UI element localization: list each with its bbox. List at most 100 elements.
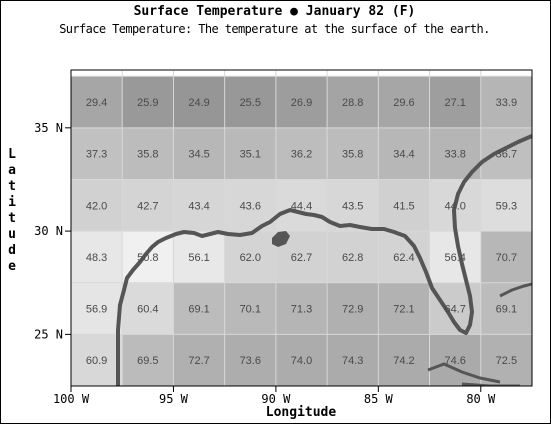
x-tick-label: 90 W: [261, 392, 291, 406]
y-axis-title-letter: e: [8, 259, 16, 274]
x-axis-ticks: 100 W 95 W 90 W 85 W 80 W: [53, 386, 496, 406]
heatmap-cell: [224, 231, 276, 283]
heatmap-cell: [71, 334, 123, 386]
x-tick-label: 85 W: [364, 392, 394, 406]
cell-value-label: 70.7: [496, 252, 517, 264]
heatmap-cell: [378, 179, 430, 232]
cell-value-label: 72.7: [188, 355, 209, 367]
cell-value-label: 72.9: [342, 304, 363, 316]
cell-value-label: 72.1: [393, 304, 414, 316]
heatmap-cell: [224, 282, 276, 335]
cell-value-label: 43.4: [188, 200, 209, 212]
heatmap-cell: [122, 179, 174, 232]
cell-value-label: 74.0: [291, 355, 312, 367]
y-axis-ticks: 35 N 30 N 25 N: [34, 121, 71, 341]
heatmap-cell: [122, 282, 174, 335]
cell-value-label: 48.3: [86, 252, 107, 264]
coastline-map: [116, 134, 532, 386]
cell-value-label: 73.6: [240, 355, 261, 367]
cell-value-label: 25.5: [240, 97, 261, 109]
x-axis-title: Longitude: [266, 405, 337, 420]
heatmap-cell: [224, 76, 276, 128]
heatmap-cell: [122, 334, 174, 386]
y-axis-title-letter: t: [8, 211, 16, 226]
cell-value-label: 35.8: [342, 149, 363, 161]
x-tick-label: 80 W: [466, 392, 496, 406]
y-axis-title-letter: a: [8, 163, 16, 178]
cell-value-label: 69.1: [496, 304, 517, 316]
heatmap-cell: [480, 179, 532, 232]
x-tick-label: 95 W: [159, 392, 189, 406]
cell-value-label: 37.3: [86, 149, 107, 161]
cell-value-label: 29.4: [86, 97, 107, 109]
heatmap-cell: [275, 179, 328, 232]
heatmap-cell: [327, 127, 379, 180]
cell-value-label: 41.5: [393, 200, 414, 212]
heatmap-cell: [71, 127, 123, 180]
heatmap-cell: [480, 76, 532, 128]
heatmap-cell: [480, 231, 532, 283]
y-axis-title-letter: t: [8, 179, 16, 194]
cell-value-label: 69.1: [188, 304, 209, 316]
cell-value-label: 29.6: [393, 97, 414, 109]
y-axis-title-letter: d: [8, 243, 16, 258]
heatmap-cell: [275, 76, 328, 128]
cell-value-label: 56.1: [188, 252, 209, 264]
heatmap-cell: [275, 334, 328, 386]
heatmap-cell: [71, 231, 123, 283]
heatmap-cell: [122, 127, 174, 180]
heatmap-cell: [71, 282, 123, 335]
cell-value-label: 64.7: [444, 304, 465, 316]
heatmap-cell: [173, 127, 225, 180]
cell-value-label: 34.4: [393, 149, 414, 161]
chart-subtitle: Surface Temperature: The temperature at …: [59, 22, 490, 36]
y-axis-title-letter: u: [8, 227, 16, 242]
cell-value-label: 50.8: [137, 252, 158, 264]
heatmap-cell: [173, 76, 225, 128]
cell-value-label: 34.5: [188, 149, 209, 161]
cell-value-label: 33.8: [444, 149, 465, 161]
mississippi-delta: [272, 231, 290, 247]
cell-value-labels: 29.4 25.9 24.9 25.5 26.9 28.8 29.6 27.1 33.9 37.3…: [86, 97, 517, 367]
chart-title: Surface Temperature ● January 82 (F): [133, 4, 416, 19]
heatmap-cell: [378, 282, 430, 335]
cell-value-label: 74.3: [342, 355, 363, 367]
cell-value-label: 72.5: [496, 355, 517, 367]
cell-value-label: 42.7: [137, 200, 158, 212]
cell-value-label: 44.0: [444, 200, 465, 212]
heatmap-cell: [429, 334, 481, 386]
plot-border: [70, 69, 533, 387]
heatmap-cell: [378, 334, 430, 386]
heatmap-cell: [71, 76, 123, 128]
x-tick-label: 100 W: [53, 392, 90, 406]
cell-value-label: 74.2: [393, 355, 414, 367]
heatmap-cell: [378, 76, 430, 128]
cell-value-label: 25.9: [137, 97, 158, 109]
heatmap-cell: [327, 231, 379, 283]
heatmap-cell: [173, 231, 225, 283]
heatmap-cell: [173, 282, 225, 335]
cell-value-label: 26.9: [291, 97, 312, 109]
cell-value-label: 24.9: [188, 97, 209, 109]
y-axis-title-letter: i: [8, 195, 16, 210]
heatmap-cell: [480, 127, 532, 180]
heatmap-cell: [173, 334, 225, 386]
cell-value-label: 36.7: [496, 149, 517, 161]
heatmap-cell: [173, 179, 225, 232]
cell-value-label: 35.1: [240, 149, 261, 161]
cell-value-label: 70.1: [240, 304, 261, 316]
y-tick-label: 35 N: [34, 121, 63, 135]
cell-value-label: 56.4: [444, 252, 465, 264]
cell-value-label: 42.0: [86, 200, 107, 212]
y-axis-title-letter: L: [8, 147, 16, 162]
heatmap-cell: [224, 334, 276, 386]
cell-value-label: 43.6: [240, 200, 261, 212]
cell-value-label: 62.0: [240, 252, 261, 264]
heatmap-cell: [71, 179, 123, 232]
heatmap-cell: [275, 282, 328, 335]
heatmap-cell: [275, 127, 328, 180]
cell-value-label: 27.1: [444, 97, 465, 109]
cell-value-label: 33.9: [496, 97, 517, 109]
